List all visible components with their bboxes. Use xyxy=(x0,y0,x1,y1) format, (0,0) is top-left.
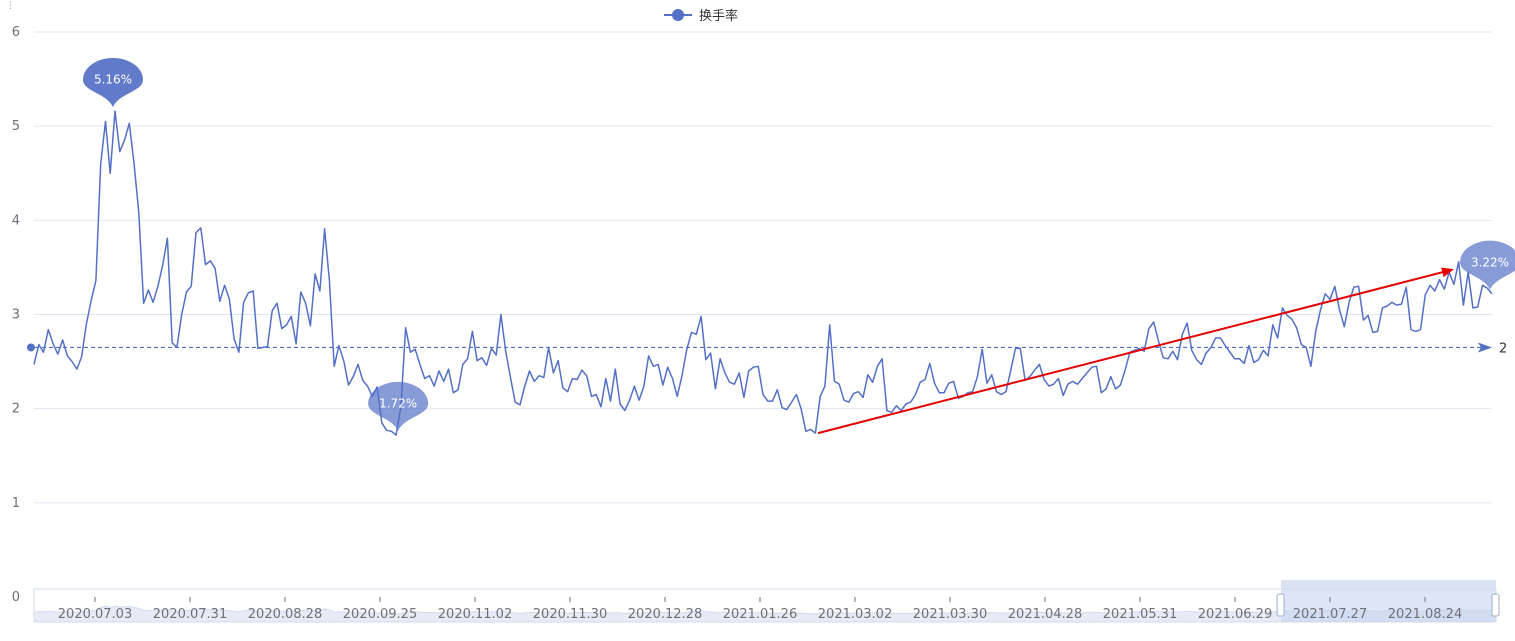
max-value-pin: 5.16% xyxy=(83,57,143,108)
x-tick-label: 2020.08.28 xyxy=(248,607,322,622)
drag-handle-dots: ⋮ xyxy=(6,1,15,11)
pin-marker-icon xyxy=(368,381,429,432)
trend-arrow xyxy=(817,267,1454,435)
x-tick-label: 2020.11.30 xyxy=(533,607,607,622)
average-line: 2 xyxy=(27,341,1507,356)
x-tick-label: 2020.07.03 xyxy=(58,607,132,622)
last-value-pin: 3.22% xyxy=(1460,240,1515,290)
x-tick-label: 2020.11.02 xyxy=(438,607,512,622)
y-tick-label: 2 xyxy=(12,402,20,417)
series-line-turnover-rate xyxy=(33,110,1493,436)
trend-arrow-head-icon xyxy=(1441,267,1454,278)
y-tick-label: 3 xyxy=(12,308,20,323)
x-tick-label: 2021.08.24 xyxy=(1388,607,1462,622)
min-value-pin: 1.72% xyxy=(368,381,429,432)
x-axis: 2020.07.03 2020.07.31 2020.08.28 2020.09.25… xyxy=(58,597,1462,622)
legend-label: 换手率 xyxy=(699,8,738,24)
x-tick-label: 2020.09.25 xyxy=(343,607,417,622)
x-tick-label: 2021.06.29 xyxy=(1198,607,1272,622)
series-layer xyxy=(33,110,1493,436)
x-tick-label: 2021.03.30 xyxy=(913,607,987,622)
x-tick-label: 2021.04.28 xyxy=(1008,607,1082,622)
pin-label: 3.22% xyxy=(1471,255,1509,269)
pin-label: 5.16% xyxy=(94,73,132,87)
legend[interactable]: 换手率 xyxy=(664,8,738,24)
slider-mini-series xyxy=(33,605,1497,623)
slider-selected-range xyxy=(1281,589,1496,622)
data-zoom-slider[interactable] xyxy=(33,580,1500,623)
y-axis: 0 1 2 3 4 5 6 xyxy=(12,25,20,605)
y-tick-label: 4 xyxy=(12,213,20,228)
x-tick-label: 2021.01.26 xyxy=(723,607,797,622)
slider-end-handle xyxy=(1491,593,1500,617)
x-tick-label: 2020.12.28 xyxy=(628,607,702,622)
slider-start-handle xyxy=(1276,593,1285,617)
grid-lines xyxy=(34,31,1492,598)
average-line-label: 2 xyxy=(1499,341,1507,356)
average-line-start-dot xyxy=(27,343,35,352)
x-tick-label: 2021.05.31 xyxy=(1103,607,1177,622)
pin-label: 1.72% xyxy=(379,397,417,411)
average-line-arrow-icon xyxy=(1478,342,1492,353)
legend-dot-icon xyxy=(672,9,684,21)
slider-move-handle xyxy=(1281,580,1496,589)
x-tick-label: 2021.03.02 xyxy=(818,607,892,622)
y-tick-label: 0 xyxy=(12,590,20,605)
pin-marker-icon xyxy=(83,57,143,108)
y-tick-label: 1 xyxy=(12,496,20,511)
y-tick-label: 5 xyxy=(12,119,20,134)
trend-arrow-line xyxy=(817,270,1447,435)
y-tick-label: 6 xyxy=(12,25,20,40)
pin-marker-icon xyxy=(1460,240,1515,290)
x-tick-label: 2021.07.27 xyxy=(1293,607,1367,622)
x-tick-label: 2020.07.31 xyxy=(153,607,227,622)
pin-layer: 5.16% 1.72% 3.22% xyxy=(83,57,1515,432)
